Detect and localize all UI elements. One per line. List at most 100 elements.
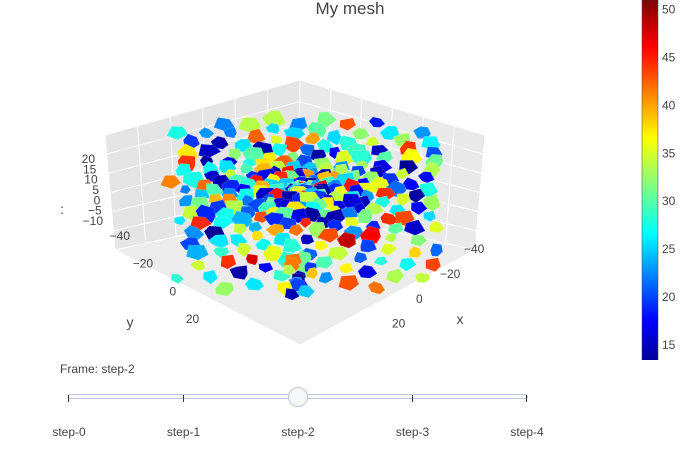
mesh-surface[interactable] [160, 110, 445, 301]
mesh-cell[interactable] [425, 257, 442, 273]
mesh-cell[interactable] [262, 244, 283, 262]
mesh-cell[interactable] [410, 234, 428, 247]
mesh-cell[interactable] [408, 245, 422, 258]
frame-label-value: step-2 [101, 362, 135, 376]
mesh-cell[interactable] [300, 234, 315, 245]
z-tick-label: 10 [84, 173, 98, 187]
frame-slider[interactable]: Frame: step-2 step-0 step-1 step-2 step-3 st… [0, 355, 700, 450]
mesh-cell[interactable] [304, 131, 321, 145]
mesh-cell[interactable] [258, 262, 274, 274]
slider-step-label[interactable]: step-4 [510, 425, 544, 439]
z-tick-label: −5 [88, 204, 102, 218]
mesh-cell[interactable] [326, 245, 349, 262]
mesh-cell[interactable] [282, 264, 296, 276]
mesh-cell[interactable] [251, 230, 264, 241]
mesh-cell[interactable] [357, 264, 378, 279]
mesh-cell[interactable] [394, 167, 410, 180]
mesh-cell[interactable] [314, 240, 329, 252]
mesh-cell[interactable] [253, 210, 269, 224]
mesh-cell[interactable] [380, 243, 398, 257]
mesh-cell[interactable] [202, 269, 219, 285]
mesh-cell[interactable] [326, 129, 343, 146]
mesh-cell[interactable] [220, 254, 237, 270]
mesh-cell[interactable] [339, 117, 357, 131]
mesh-cell[interactable] [170, 273, 185, 285]
slider-step-tick [182, 395, 184, 402]
y-tick-label: −40 [110, 229, 131, 243]
mesh-cell[interactable] [166, 125, 189, 141]
mesh-cell[interactable] [373, 256, 388, 267]
mesh-cell[interactable] [338, 262, 354, 274]
frame-label-prefix: Frame: [60, 362, 102, 376]
mesh-cell[interactable] [245, 253, 259, 266]
mesh-cell[interactable] [265, 122, 280, 135]
y-axis-title: y [127, 314, 134, 330]
slider-step-label[interactable]: step-3 [395, 425, 430, 439]
x-axis-ticks: −40−20 0 20 [392, 242, 485, 330]
mesh-cell[interactable] [305, 266, 319, 280]
mesh-cell[interactable] [288, 223, 305, 237]
mesh-cell[interactable] [228, 148, 242, 161]
mesh-cell[interactable] [173, 215, 187, 226]
mesh-cell[interactable] [414, 272, 431, 284]
mesh-cell[interactable] [179, 184, 192, 195]
mesh-cell[interactable] [428, 220, 445, 234]
mesh-cell[interactable] [228, 265, 249, 281]
mesh-cell[interactable] [183, 224, 205, 241]
mesh-cell[interactable] [213, 216, 234, 230]
mesh-cell[interactable] [338, 274, 360, 292]
z-tick-label: 20 [82, 152, 96, 166]
mesh-cell[interactable] [387, 222, 404, 236]
mesh-cell[interactable] [215, 281, 235, 297]
mesh-cell[interactable] [402, 177, 421, 191]
mesh-cell[interactable] [353, 251, 368, 264]
mesh-cell[interactable] [210, 135, 229, 150]
mesh-cell[interactable] [295, 284, 316, 299]
mesh-cell[interactable] [244, 276, 265, 291]
mesh-cell[interactable] [237, 242, 253, 258]
z-tick-label: −10 [83, 214, 104, 228]
mesh-cell[interactable] [410, 201, 428, 216]
x-tick-label: −20 [440, 267, 461, 281]
slider-handle[interactable] [288, 387, 308, 407]
mesh-cell[interactable] [403, 219, 426, 236]
slider-step-label[interactable]: step-1 [166, 425, 201, 439]
colorbar-tick-label: 40 [662, 98, 676, 112]
mesh-cell[interactable] [282, 238, 303, 254]
mesh-cell[interactable] [396, 192, 412, 207]
mesh-cell[interactable] [429, 243, 444, 257]
mesh-cell[interactable] [160, 174, 182, 190]
mesh-cell[interactable] [398, 257, 417, 272]
mesh-cell[interactable] [316, 138, 335, 154]
mesh-cell[interactable] [313, 255, 334, 270]
mesh-cell[interactable] [299, 217, 312, 229]
mesh-cell[interactable] [284, 287, 300, 301]
mesh-cell[interactable] [198, 143, 222, 159]
mesh-cell[interactable] [336, 231, 357, 249]
slider-step-tick [411, 395, 413, 402]
colorbar-gradient [641, 0, 659, 360]
mesh-cell[interactable] [198, 126, 215, 139]
mesh-cell[interactable] [423, 210, 437, 223]
mesh-cell[interactable] [233, 223, 248, 236]
mesh-cell[interactable] [185, 244, 210, 261]
slider-step-label[interactable]: step-2 [281, 425, 315, 439]
mesh-cell[interactable] [384, 232, 398, 243]
slider-step-label[interactable]: step-0 [52, 425, 86, 439]
mesh-cell[interactable] [318, 271, 334, 284]
mesh-cell[interactable] [351, 127, 370, 141]
mesh-cell[interactable] [223, 127, 238, 139]
mesh-cell[interactable] [385, 268, 405, 285]
mesh-cell[interactable] [368, 116, 386, 128]
mesh-cell[interactable] [408, 188, 426, 204]
mesh-cell[interactable] [423, 193, 441, 212]
mesh-cell[interactable] [230, 210, 253, 228]
mesh-cell[interactable] [360, 239, 378, 253]
mesh-cell[interactable] [417, 171, 436, 184]
colorbar-tick-label: 50 [662, 3, 676, 17]
mesh-cell[interactable] [367, 281, 386, 295]
mesh-cell[interactable] [316, 227, 340, 244]
mesh-cell[interactable] [190, 259, 206, 271]
